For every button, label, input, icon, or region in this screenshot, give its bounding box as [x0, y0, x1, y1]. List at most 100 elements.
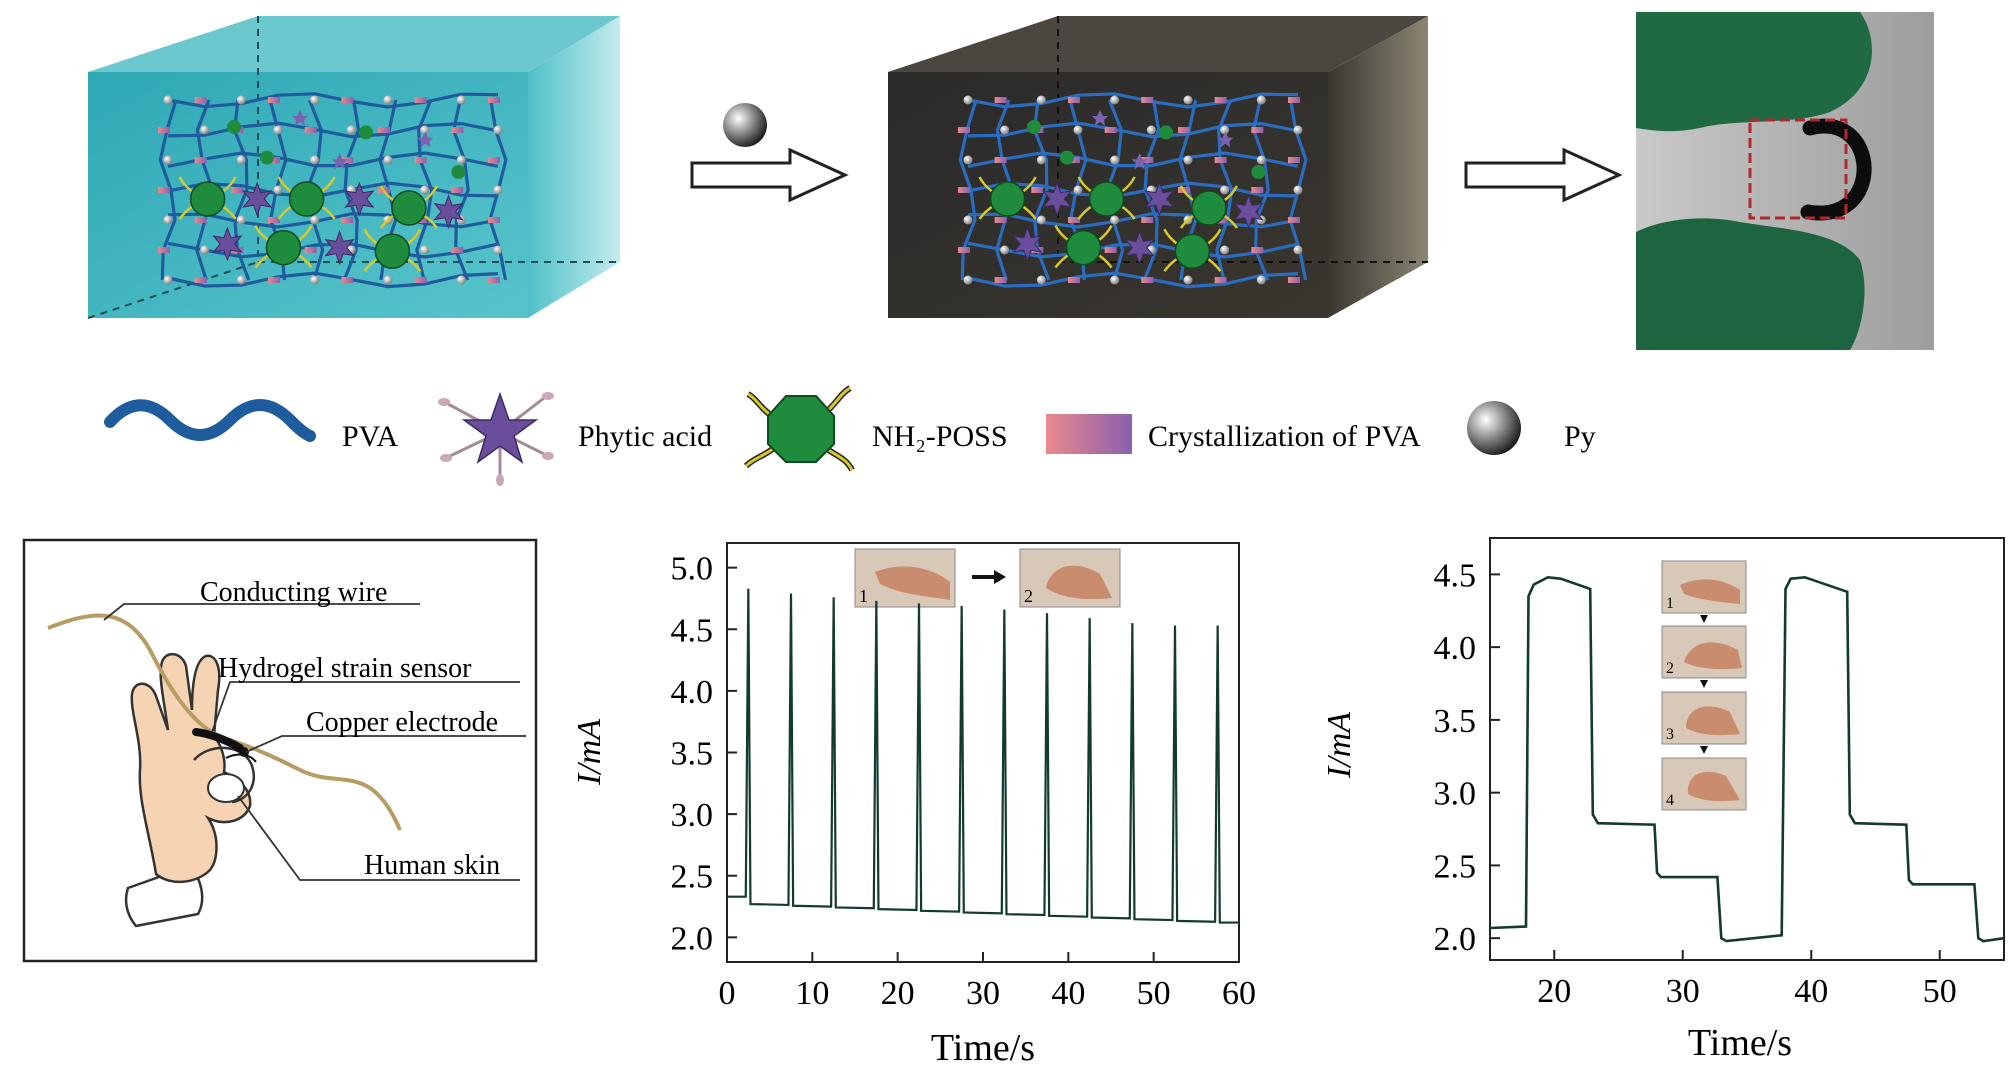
ok-gap — [207, 773, 245, 803]
crystallite — [341, 217, 354, 223]
crystallite — [1104, 127, 1117, 133]
finger-step-4-icon — [1687, 771, 1740, 802]
poss-cage-small — [227, 120, 241, 134]
sensor-diagram-frame — [22, 538, 538, 963]
x-tick-label: 20 — [881, 975, 915, 1012]
crystallite — [488, 97, 500, 103]
crosslink-node — [1110, 155, 1120, 165]
sensor-diagram: Conducting wire Hydrogel strain sensor C… — [22, 538, 538, 963]
poss-cage — [265, 229, 302, 266]
poss-cage-small — [451, 165, 466, 179]
phytic-acid-star-small — [1131, 153, 1148, 170]
crystallite — [488, 217, 500, 223]
crystallite — [994, 217, 1007, 223]
y-tick-label: 2.5 — [671, 859, 714, 896]
legend-crystallization-label: Crystallization of PVA — [1148, 420, 1421, 453]
poss-cage — [374, 233, 411, 269]
pva-chain — [415, 99, 434, 281]
chart-1-inset-photos: 1 2 — [854, 548, 1121, 608]
crystallite — [958, 247, 970, 253]
crosslink-node — [310, 155, 320, 165]
chart-2-x-axis-label: Time/s — [1688, 1022, 1792, 1064]
crosslink-node — [200, 245, 210, 255]
crosslink-node — [1220, 185, 1230, 195]
crystallite — [378, 127, 390, 133]
poss-cage — [288, 181, 325, 217]
crystallite — [414, 157, 427, 163]
phytic-acid-star — [1012, 226, 1043, 262]
crosslink-node — [493, 185, 503, 195]
x-tick-label: 50 — [1923, 973, 1957, 1010]
crystallite — [451, 187, 464, 193]
crystallite — [451, 247, 464, 253]
finger-straight-icon — [875, 566, 950, 600]
crosslink-node — [1110, 275, 1120, 285]
crosslink-node — [1000, 245, 1010, 255]
inset-1-label: 1 — [859, 586, 868, 606]
crosslink-node — [236, 275, 246, 285]
crystallite — [488, 157, 500, 163]
py-ball-icon — [1467, 401, 1521, 455]
pva-chain — [167, 271, 499, 289]
y-tick-label: 3.0 — [1434, 776, 1477, 813]
poss-amine-arm — [1077, 176, 1136, 220]
crystallite — [1141, 97, 1154, 103]
crosslink-node — [420, 125, 430, 135]
label-conducting-wire: Conducting wire — [200, 577, 387, 608]
crystallite — [231, 187, 244, 193]
label-human-skin: Human skin — [364, 850, 500, 881]
crosslink-node — [163, 95, 173, 105]
chart-2-plot-frame — [1489, 537, 2005, 961]
crystallite — [268, 157, 280, 163]
crosslink-node — [456, 275, 466, 285]
crystallite — [341, 97, 354, 103]
phytic-acid-star — [1233, 194, 1264, 230]
crosslink-node — [420, 185, 430, 195]
pva-chain — [1142, 99, 1161, 281]
step-arrow-icon — [1700, 615, 1708, 623]
crosslink-node — [1036, 275, 1046, 285]
crosslink-node — [1073, 125, 1083, 135]
poss-cage-small — [1159, 125, 1173, 140]
leader-line-sensor — [211, 681, 520, 733]
crystallite — [451, 127, 464, 133]
crosslink-node — [273, 125, 283, 135]
poss-amine-arm — [254, 225, 313, 269]
crosslink-node — [383, 95, 393, 105]
legend-phytic-acid-label: Phytic acid — [578, 420, 712, 453]
pva-chain — [1215, 99, 1234, 281]
phytic-acid-star-small — [331, 153, 348, 170]
crystallite — [1288, 97, 1300, 103]
crosslink-node — [1146, 125, 1156, 135]
pva-chain-icon — [104, 399, 316, 442]
y-tick-label: 5.0 — [671, 551, 714, 588]
chart-1-y-ticks: 2.0 2.5 3.0 3.5 4.0 4.5 5.0 — [671, 551, 737, 957]
crosslink-node — [963, 275, 973, 285]
box-top-face — [88, 16, 620, 72]
chart-current-vs-time-stepwise: 1 2 3 4 2.0 2.5 3.0 3.5 4.0 4.5 20 30 40 50 I/mA… — [1321, 537, 2005, 1064]
process-arrow-1 — [690, 147, 849, 203]
legend-nh2-poss-label: NH₂-POSS — [872, 420, 1008, 453]
phytic-acid-star — [344, 181, 375, 217]
crosslink-node — [236, 155, 246, 165]
x-tick-label: 30 — [966, 975, 1000, 1012]
finger-step-3-icon — [1686, 706, 1740, 736]
composite-hydrogel-box — [888, 16, 1428, 318]
leader-line-skin — [237, 795, 520, 881]
crystallite — [1251, 187, 1264, 193]
poss-cage-small — [359, 125, 373, 140]
crosslink-node — [310, 95, 320, 105]
crosslink-node — [236, 95, 246, 105]
x-tick-label: 0 — [719, 975, 736, 1012]
crystallite — [1214, 97, 1227, 103]
crosslink-node — [1110, 215, 1120, 225]
finger-step-1-icon — [1680, 579, 1740, 604]
crosslink-node — [1183, 155, 1193, 165]
poss-cage — [1191, 190, 1227, 226]
hand — [130, 653, 252, 884]
crosslink-node — [1293, 125, 1303, 135]
crosslink-node — [1256, 95, 1266, 105]
poss-amine-arm — [379, 185, 439, 229]
crystallite — [1068, 97, 1080, 103]
